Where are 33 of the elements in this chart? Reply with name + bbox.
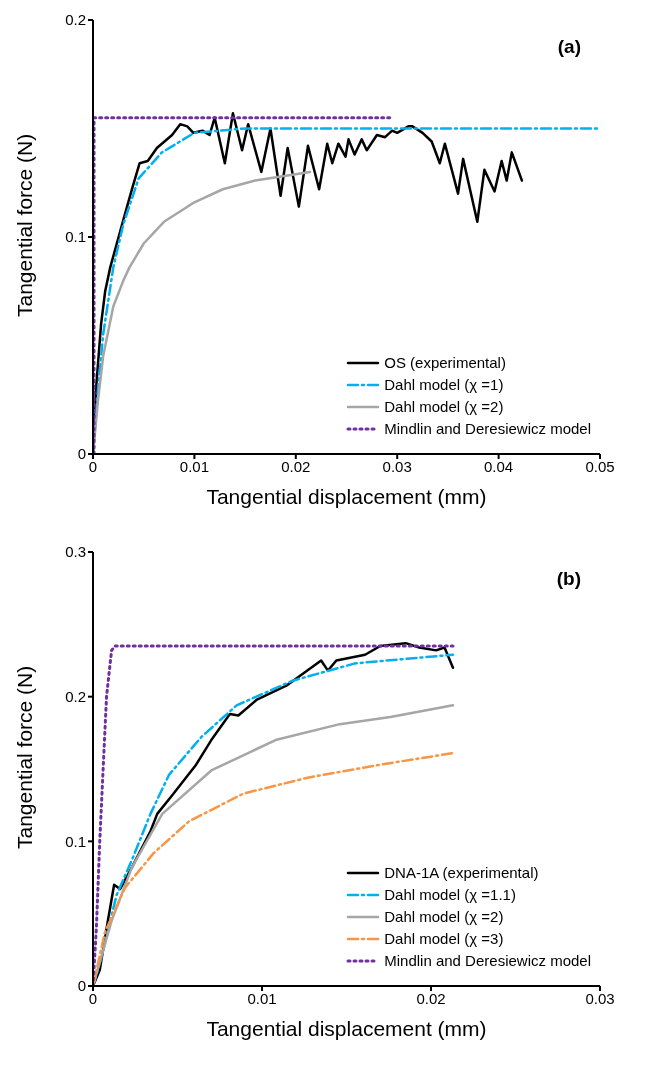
annotation: (a) (557, 36, 581, 58)
y-tick-label: 0 (77, 977, 86, 995)
x-tick-label: 0 (88, 457, 98, 475)
y-axis-title: Tangential force (N) (13, 133, 37, 317)
y-axis-title: Tangential force (N) (13, 665, 37, 849)
legend-label: Mindlin and Deresiewicz model (384, 951, 591, 971)
x-tick-label: 0.02 (281, 457, 311, 475)
y-tick-label: 0 (77, 445, 86, 463)
legend-label: Mindlin and Deresiewicz model (384, 419, 591, 439)
x-tick-label: 0.01 (247, 989, 277, 1007)
y-tick-label: 0.1 (65, 832, 86, 850)
x-tick-label: 0.01 (179, 457, 209, 475)
x-tick-label: 0.03 (585, 989, 615, 1007)
annotation: (b) (556, 568, 581, 590)
legend-label: Dahl model (χ =1.1) (384, 885, 516, 905)
legend-label: OS (experimental) (384, 353, 506, 373)
y-tick-label: 0.1 (65, 228, 86, 246)
x-axis-title: Tangential displacement (mm) (206, 485, 487, 508)
legend-label: Dahl model (χ =2) (384, 907, 504, 927)
y-tick-label: 0.2 (65, 11, 86, 29)
x-tick-label: 0.05 (585, 457, 615, 475)
y-tick-label: 0.2 (65, 687, 86, 705)
y-tick-label: 0.3 (65, 543, 86, 561)
legend-label: Dahl model (χ =1) (384, 375, 504, 395)
line-series (93, 170, 312, 454)
x-tick-label: 0.03 (382, 457, 412, 475)
x-tick-label: 0.04 (484, 457, 514, 475)
legend-label: DNA-1A (experimental) (384, 863, 539, 883)
x-tick-label: 0 (88, 989, 98, 1007)
x-axis-title: Tangential displacement (mm) (206, 1017, 487, 1040)
legend-label: Dahl model (χ =3) (384, 929, 504, 949)
legend-label: Dahl model (χ =2) (384, 397, 504, 417)
x-tick-label: 0.02 (416, 989, 446, 1007)
